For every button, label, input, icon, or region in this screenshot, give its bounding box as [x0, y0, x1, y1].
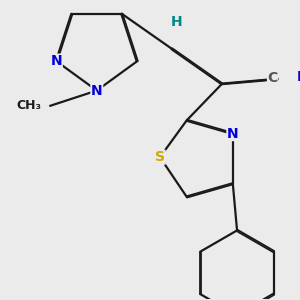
Text: N: N — [91, 84, 103, 98]
Text: C: C — [268, 71, 278, 85]
Text: H: H — [170, 15, 182, 28]
Text: N: N — [296, 70, 300, 84]
Text: S: S — [155, 150, 165, 164]
Text: CH₃: CH₃ — [16, 99, 42, 112]
Text: N: N — [51, 54, 62, 68]
Text: N: N — [227, 127, 238, 140]
